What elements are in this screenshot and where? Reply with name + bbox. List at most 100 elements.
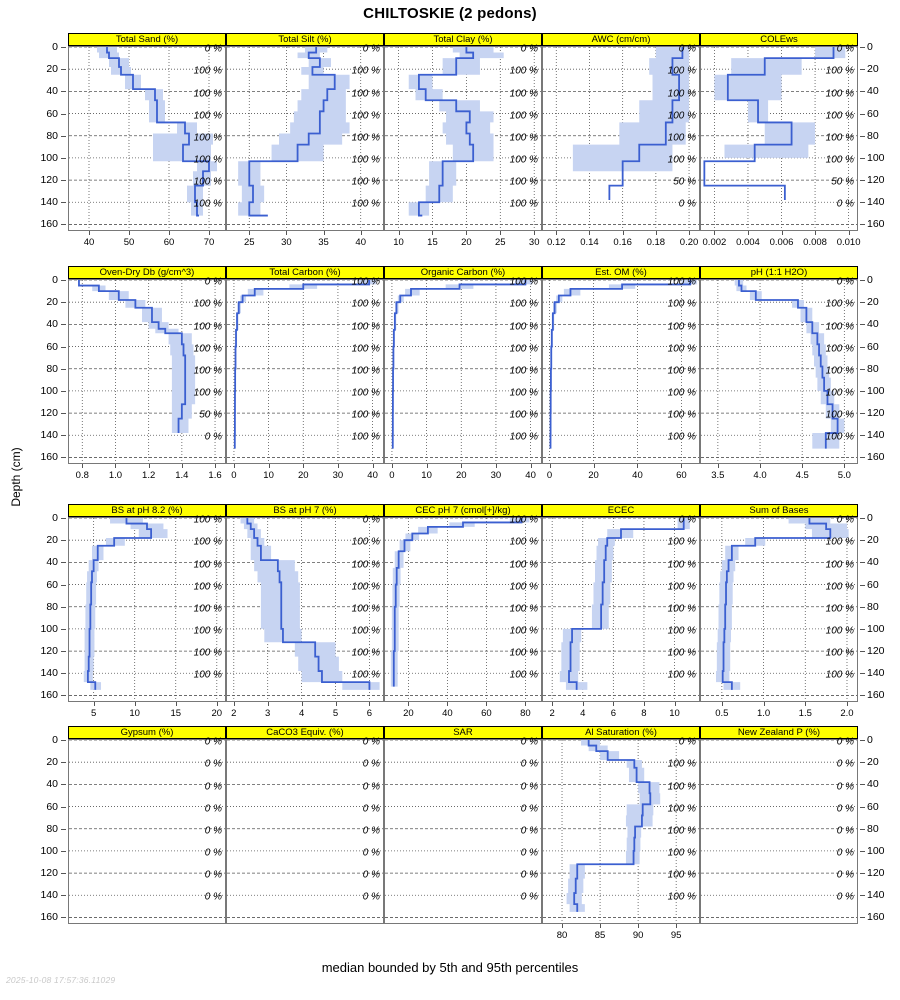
pedon-percent-label: 0 % — [520, 736, 538, 748]
pedon-percent-label: 100 % — [825, 603, 854, 615]
plot-area — [542, 739, 700, 924]
pedon-percent-label: 100 % — [509, 198, 538, 210]
pedon-percent-label: 0 % — [678, 198, 696, 210]
y-tick-label: 120 — [40, 645, 58, 658]
y-tick-mark — [61, 740, 66, 741]
panel-strip-title: BS at pH 8.2 (%) — [68, 504, 226, 517]
x-tick-label: 0.010 — [836, 237, 861, 248]
x-tick-mark — [549, 464, 551, 468]
pedon-percent-label: 100 % — [193, 387, 222, 399]
x-tick-label: 25 — [495, 237, 506, 248]
y-tick-mark — [860, 540, 865, 542]
plot-area — [384, 279, 542, 464]
y-tick-mark — [860, 413, 865, 415]
y-axis: 0 20 40 60 80 100 120 140 160 — [28, 41, 68, 231]
panel-strip-title: Total Sand (%) — [68, 33, 226, 46]
x-tick-label: 20 — [297, 470, 309, 481]
pedon-percent-label: 0 % — [836, 198, 854, 210]
y-tick-label: 40 — [46, 556, 58, 569]
y-tick-label: 120 — [40, 407, 58, 420]
pedon-percent-label: 100 % — [351, 65, 380, 77]
pedon-percent-label: 100 % — [351, 409, 380, 421]
y-tick-label: 40 — [46, 778, 58, 791]
x-tick-mark — [815, 231, 817, 235]
pedon-percent-label: 0 % — [204, 825, 222, 837]
y-tick-mark — [860, 435, 865, 437]
pedon-percent-label: 100 % — [351, 647, 380, 659]
x-tick-mark — [655, 231, 657, 235]
y-tick-label: 140 — [867, 667, 885, 680]
pedon-percent-label: 100 % — [193, 365, 222, 377]
x-tick-mark — [426, 464, 428, 468]
pedon-percent-label: 100 % — [825, 365, 854, 377]
y-tick-mark — [860, 673, 865, 675]
pedon-percent-label: 0 % — [204, 431, 222, 443]
pedon-percent-label: 100 % — [667, 88, 696, 100]
pedon-percent-label: 100 % — [351, 321, 380, 333]
pedon-percent-label: 100 % — [825, 321, 854, 333]
pedon-percent-label: 100 % — [351, 276, 380, 288]
x-tick-mark — [398, 231, 400, 235]
pedon-percent-label: 100 % — [825, 110, 854, 122]
x-tick-label: 0.14 — [580, 237, 599, 248]
pedon-percent-label: 100 % — [825, 647, 854, 659]
y-tick-label: 40 — [46, 85, 58, 98]
y-tick-mark — [61, 157, 66, 159]
y-tick-mark — [61, 113, 66, 115]
x-tick-label: 60 — [676, 470, 687, 481]
y-tick-label: 120 — [867, 645, 885, 658]
x-tick-label: 1.4 — [175, 470, 189, 481]
pedon-percent-label: 100 % — [193, 625, 222, 637]
pedon-percent-label: 0 % — [204, 847, 222, 859]
pedon-percent-label: 100 % — [825, 431, 854, 443]
pedon-percent-label: 100 % — [667, 603, 696, 615]
y-tick-label: 120 — [867, 407, 885, 420]
plot-area — [542, 279, 700, 464]
y-tick-mark — [860, 895, 865, 897]
pedon-percent-label: 100 % — [667, 869, 696, 881]
x-tick-mark — [622, 231, 624, 235]
y-tick-label: 60 — [46, 107, 58, 120]
y-tick-mark — [61, 69, 66, 71]
y-tick-mark — [61, 873, 66, 875]
x-tick-mark — [134, 702, 136, 706]
plot-area — [384, 46, 542, 231]
figure-caption: median bounded by 5th and 95th percentil… — [321, 960, 579, 975]
x-tick-mark — [844, 464, 846, 468]
pedon-percent-label: 100 % — [667, 132, 696, 144]
x-tick-label: 40 — [355, 237, 366, 248]
panel-strip-title: Total Clay (%) — [384, 33, 542, 46]
y-tick-mark — [860, 784, 865, 786]
pedon-percent-label: 100 % — [351, 298, 380, 310]
x-tick-label: 10 — [393, 237, 404, 248]
pedon-percent-label: 100 % — [509, 321, 538, 333]
y-tick-label: 160 — [867, 689, 885, 702]
x-tick-label: 30 — [528, 237, 540, 248]
x-tick-label: 0.008 — [803, 237, 827, 248]
y-tick-mark — [61, 784, 66, 786]
x-tick-label: 0.16 — [613, 237, 632, 248]
x-tick-mark — [432, 231, 434, 235]
y-tick-mark — [860, 562, 865, 564]
y-tick-mark — [860, 390, 865, 392]
x-axis — [384, 924, 542, 942]
y-tick-mark — [61, 302, 66, 304]
x-tick-mark — [249, 231, 251, 235]
y-tick-mark — [860, 606, 865, 608]
x-tick-label: 0 — [546, 470, 553, 481]
y-tick-mark — [860, 302, 865, 304]
y-axis: 0 20 40 60 80 100 120 140 160 — [858, 512, 898, 702]
x-tick-mark — [175, 702, 177, 706]
x-tick-mark — [717, 464, 719, 468]
y-tick-label: 80 — [867, 822, 879, 835]
pedon-percent-label: 0 % — [362, 758, 380, 770]
pedon-percent-label: 100 % — [351, 431, 380, 443]
pedon-percent-label: 100 % — [193, 514, 222, 526]
x-tick-mark — [89, 231, 90, 235]
y-tick-mark — [61, 202, 66, 204]
x-tick-mark — [115, 464, 117, 468]
y-tick-label: 60 — [867, 800, 879, 813]
y-tick-label: 0 — [52, 734, 58, 746]
y-tick-mark — [860, 324, 865, 326]
x-tick-label: 0.8 — [75, 470, 89, 481]
